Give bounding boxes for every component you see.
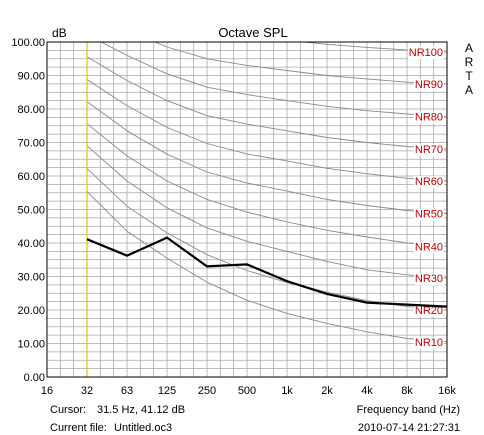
y-tick-label: 40.00 xyxy=(17,238,45,250)
y-tick-label: 100.00 xyxy=(11,37,45,49)
x-tick-label: 500 xyxy=(238,385,256,397)
nr-label-bg xyxy=(413,208,444,221)
nr-curve-nr60 xyxy=(86,79,447,182)
current-file-name: Untitled.oc3 xyxy=(114,422,172,434)
x-tick-label: 32 xyxy=(81,385,93,397)
y-tick-label: 80.00 xyxy=(17,104,45,116)
nr-curve-nr20 xyxy=(86,168,447,311)
x-tick-label: 8k xyxy=(401,385,413,397)
y-tick-labels: 0.00 10.00 20.00 30.00 40.00 50.00 60.00 70.00 8… xyxy=(11,37,45,384)
cursor-label: Cursor: xyxy=(50,404,86,416)
nr-label-bg xyxy=(413,144,444,157)
y-tick-label: 60.00 xyxy=(17,171,45,183)
nr-label-nr100: NR100 xyxy=(409,47,443,59)
nr-curve-nr70 xyxy=(86,56,447,150)
x-tick-label: 125 xyxy=(158,385,176,397)
timestamp: 2010-07-14 21:27:31 xyxy=(358,422,460,434)
nr-curve-nr40 xyxy=(86,123,447,247)
y-tick-label: 90.00 xyxy=(17,71,45,83)
x-tick-label: 2k xyxy=(321,385,333,397)
nr-label-bg xyxy=(413,241,444,254)
nr-label-nr60: NR60 xyxy=(415,176,443,188)
nr-label-bg xyxy=(413,176,444,189)
x-tick-label: 1k xyxy=(281,385,293,397)
nr-curve-nr90 xyxy=(153,42,447,85)
nr-label-bg xyxy=(413,111,444,124)
x-tick-labels: 16 32 63 125 250 500 1k 2k 4k 8k 16k xyxy=(41,385,456,397)
nr-curve-nr50 xyxy=(86,101,447,214)
y-axis-label: dB xyxy=(52,26,67,40)
x-tick-label: 250 xyxy=(198,385,216,397)
nr-curve-nr10 xyxy=(86,191,447,343)
nr-label-bg xyxy=(413,336,444,349)
nr-label-nr20: NR20 xyxy=(415,305,443,317)
x-tick-label: 63 xyxy=(121,385,133,397)
current-file-label: Current file: xyxy=(50,422,107,434)
y-tick-label: 50.00 xyxy=(17,205,45,217)
nr-label-bg xyxy=(407,47,444,60)
nr-label-nr90: NR90 xyxy=(415,79,443,91)
y-tick-label: 10.00 xyxy=(17,339,45,351)
nr-curve-nr100 xyxy=(299,42,447,53)
chart-title: Octave SPL xyxy=(218,25,287,40)
plot-frame xyxy=(46,41,448,378)
y-tick-label: 20.00 xyxy=(17,305,45,317)
measurement-series xyxy=(86,236,448,308)
y-tick-label: 0.00 xyxy=(24,372,45,384)
nr-curve-nr30 xyxy=(86,145,447,279)
nr-label-nr10: NR10 xyxy=(415,337,443,349)
x-axis-label: Frequency band (Hz) xyxy=(357,404,460,416)
nr-label-nr50: NR50 xyxy=(415,209,443,221)
grid xyxy=(47,42,447,377)
nr-label-nr30: NR30 xyxy=(415,273,443,285)
x-tick-label: 16k xyxy=(438,385,456,397)
nr-label-bg xyxy=(413,78,444,91)
y-tick-label: 30.00 xyxy=(17,272,45,284)
x-tick-label: 16 xyxy=(41,385,53,397)
x-tick-label: 4k xyxy=(361,385,373,397)
nr-curves xyxy=(86,42,447,343)
y-tick-label: 70.00 xyxy=(17,138,45,150)
nr-label-nr80: NR80 xyxy=(415,111,443,123)
nr-label-bg xyxy=(413,305,444,317)
nr-labels: NR10 NR20 NR30 NR40 NR50 NR60 NR70 NR80 NR90 NR10… xyxy=(407,47,444,349)
cursor-readout: 31.5 Hz, 41.12 dB xyxy=(97,404,185,416)
measurement-line xyxy=(86,236,448,308)
nr-curve-nr80 xyxy=(100,42,447,117)
nr-label-bg xyxy=(413,273,444,286)
nr-label-nr70: NR70 xyxy=(415,144,443,156)
nr-label-nr40: NR40 xyxy=(415,241,443,253)
